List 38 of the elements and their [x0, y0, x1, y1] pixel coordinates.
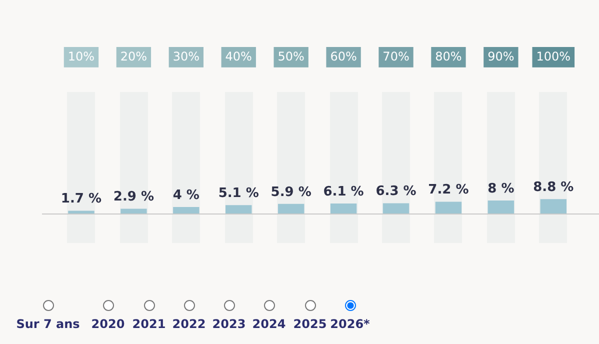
bar — [382, 203, 410, 214]
text: 2023 — [212, 317, 246, 331]
x-tick-label: 60% — [330, 49, 357, 64]
data-label: 5.1 % — [218, 186, 259, 202]
bar — [226, 205, 252, 214]
x-tick-label: 20% — [120, 49, 148, 64]
x-tick-label: 50% — [278, 49, 304, 64]
text: 2026* — [330, 317, 370, 331]
x-tick-label: 30% — [172, 49, 200, 64]
bar — [278, 204, 304, 214]
data-label: 7.2 % — [428, 182, 469, 198]
data-label: 8.8 % — [533, 180, 574, 196]
x-tick-label: 70% — [382, 49, 410, 64]
data-label: 8 % — [488, 181, 514, 196]
text: 2021 — [132, 317, 166, 331]
data-label: 1.7 % — [60, 192, 102, 207]
data-label: 6.3 % — [376, 184, 416, 200]
data-label: 5.9 % — [270, 184, 312, 200]
text: Sur 7 ans — [16, 317, 80, 331]
text: 2022 — [172, 317, 206, 331]
text: 2020 — [91, 317, 125, 331]
bar — [540, 199, 567, 214]
bar — [173, 206, 200, 214]
text: 2025 — [293, 317, 327, 331]
x-tick-label: 80% — [435, 49, 462, 64]
x-tick-label: 90% — [488, 49, 514, 64]
data-label: 6.1 % — [323, 184, 364, 200]
bar — [120, 208, 147, 214]
bar — [68, 210, 94, 214]
bar — [488, 200, 514, 214]
data-label: 4 % — [172, 188, 200, 203]
bar — [435, 202, 462, 214]
text: 2024 — [252, 317, 286, 331]
x-tick-label: 10% — [68, 49, 95, 64]
bar — [330, 204, 357, 214]
x-tick-label: 100% — [536, 49, 571, 64]
data-label: 2.9 % — [113, 190, 154, 205]
x-tick-label: 40% — [225, 49, 252, 64]
